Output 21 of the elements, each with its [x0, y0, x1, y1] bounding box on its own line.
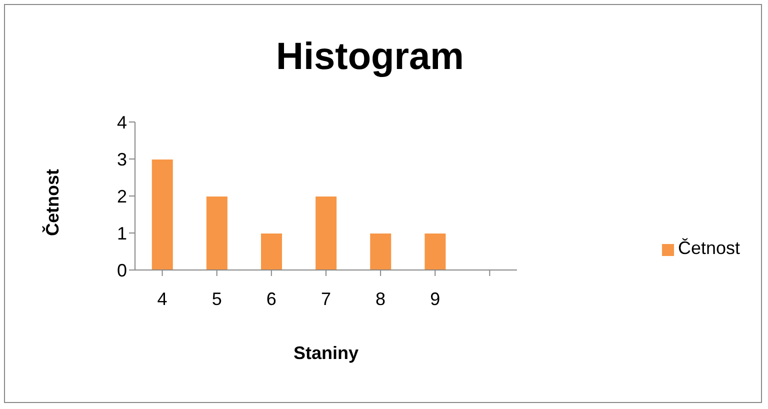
bar [205, 196, 228, 270]
bar [314, 196, 338, 270]
y-tick-label: 0 [116, 260, 127, 280]
chart-title: Histogram [275, 36, 465, 79]
x-tick-label: 7 [320, 288, 331, 309]
x-axis-title: Staniny [293, 343, 358, 363]
legend-label: Četnost [678, 238, 740, 258]
bar [150, 158, 174, 270]
bar [260, 232, 283, 270]
x-tick-label: 4 [157, 288, 168, 309]
y-tick-label: 4 [116, 112, 127, 132]
bar [369, 232, 392, 270]
y-tick-label: 3 [116, 149, 127, 170]
x-tick-label: 8 [376, 288, 386, 309]
x-tick-label: 5 [212, 288, 222, 309]
x-tick-label: 9 [430, 288, 440, 309]
y-axis-title: Četnost [41, 168, 62, 236]
y-tick-label: 1 [116, 223, 127, 244]
y-tick-label: 2 [116, 186, 127, 206]
bar [424, 232, 447, 270]
x-tick-label: 6 [266, 288, 276, 309]
